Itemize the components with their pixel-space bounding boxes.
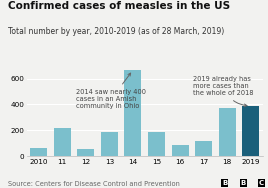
Bar	[30, 148, 47, 156]
Bar	[54, 128, 71, 156]
Text: Confirmed cases of measles in the US: Confirmed cases of measles in the US	[8, 1, 230, 11]
Bar	[172, 145, 189, 156]
Bar	[148, 132, 165, 156]
Text: 2019 already has
more cases than
the whole of 2018: 2019 already has more cases than the who…	[193, 76, 254, 107]
Bar	[219, 108, 236, 156]
Text: C: C	[259, 180, 264, 186]
Text: Source: Centers for Disease Control and Prevention: Source: Centers for Disease Control and …	[8, 181, 180, 187]
Text: 2014 saw nearly 400
cases in an Amish
community in Ohio: 2014 saw nearly 400 cases in an Amish co…	[76, 73, 146, 109]
Bar	[77, 149, 94, 156]
Bar	[101, 132, 118, 156]
Text: B: B	[240, 180, 246, 186]
Text: Total number by year, 2010-2019 (as of 28 March, 2019): Total number by year, 2010-2019 (as of 2…	[8, 27, 224, 36]
Bar	[242, 106, 259, 156]
Bar	[195, 141, 212, 156]
Bar	[124, 70, 142, 156]
Text: B: B	[222, 180, 228, 186]
